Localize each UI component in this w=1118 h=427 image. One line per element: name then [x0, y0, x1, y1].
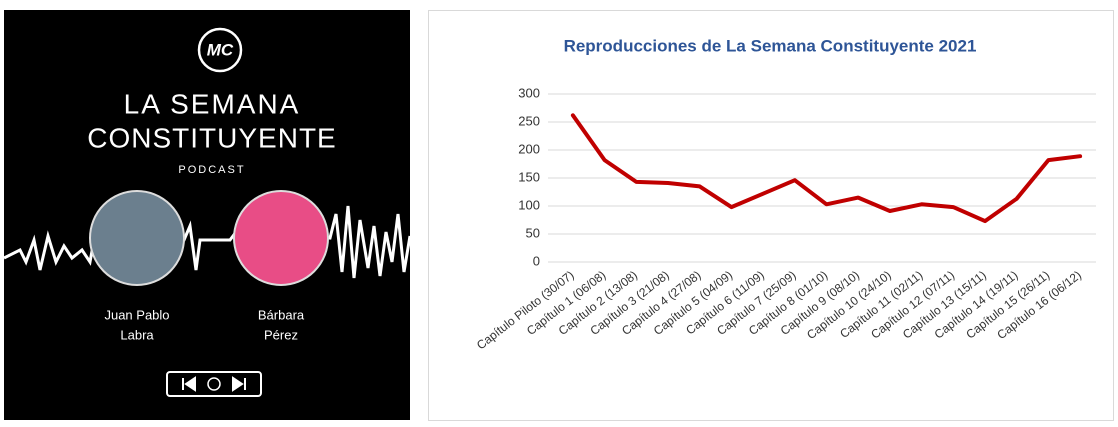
cover-subtitle: PODCAST: [178, 164, 245, 176]
previous-icon: [182, 376, 196, 392]
podcast-cover: MC LA SEMANA CONSTITUYENTE PODCAST Juan …: [3, 10, 412, 420]
y-tick-label: 200: [518, 141, 540, 156]
host-name: Pérez: [264, 327, 298, 342]
y-tick-label: 0: [533, 253, 540, 268]
cover-title: LA SEMANA: [124, 88, 301, 119]
y-tick-label: 300: [518, 85, 540, 100]
y-tick-label: 50: [526, 225, 540, 240]
y-tick-label: 100: [518, 197, 540, 212]
cover-title: CONSTITUYENTE: [87, 122, 336, 153]
pause-icon: [207, 377, 221, 391]
chart-frame: [428, 10, 1114, 421]
y-tick-label: 150: [518, 169, 540, 184]
host-name: Labra: [120, 327, 154, 342]
cover-background: [4, 10, 410, 420]
host-name: Juan Pablo: [104, 307, 169, 322]
waveform: [3, 205, 412, 279]
logo-ring: [197, 27, 243, 73]
logo: MC: [207, 40, 234, 59]
next-icon: [232, 376, 246, 392]
player-controls: [166, 371, 262, 397]
data-line: [570, 113, 1083, 224]
host-photo: [89, 190, 185, 286]
host-photo: [233, 190, 329, 286]
chart-title: Reproducciones de La Semana Constituyent…: [564, 36, 977, 55]
host-name: Bárbara: [258, 307, 305, 322]
y-tick-label: 250: [518, 113, 540, 128]
